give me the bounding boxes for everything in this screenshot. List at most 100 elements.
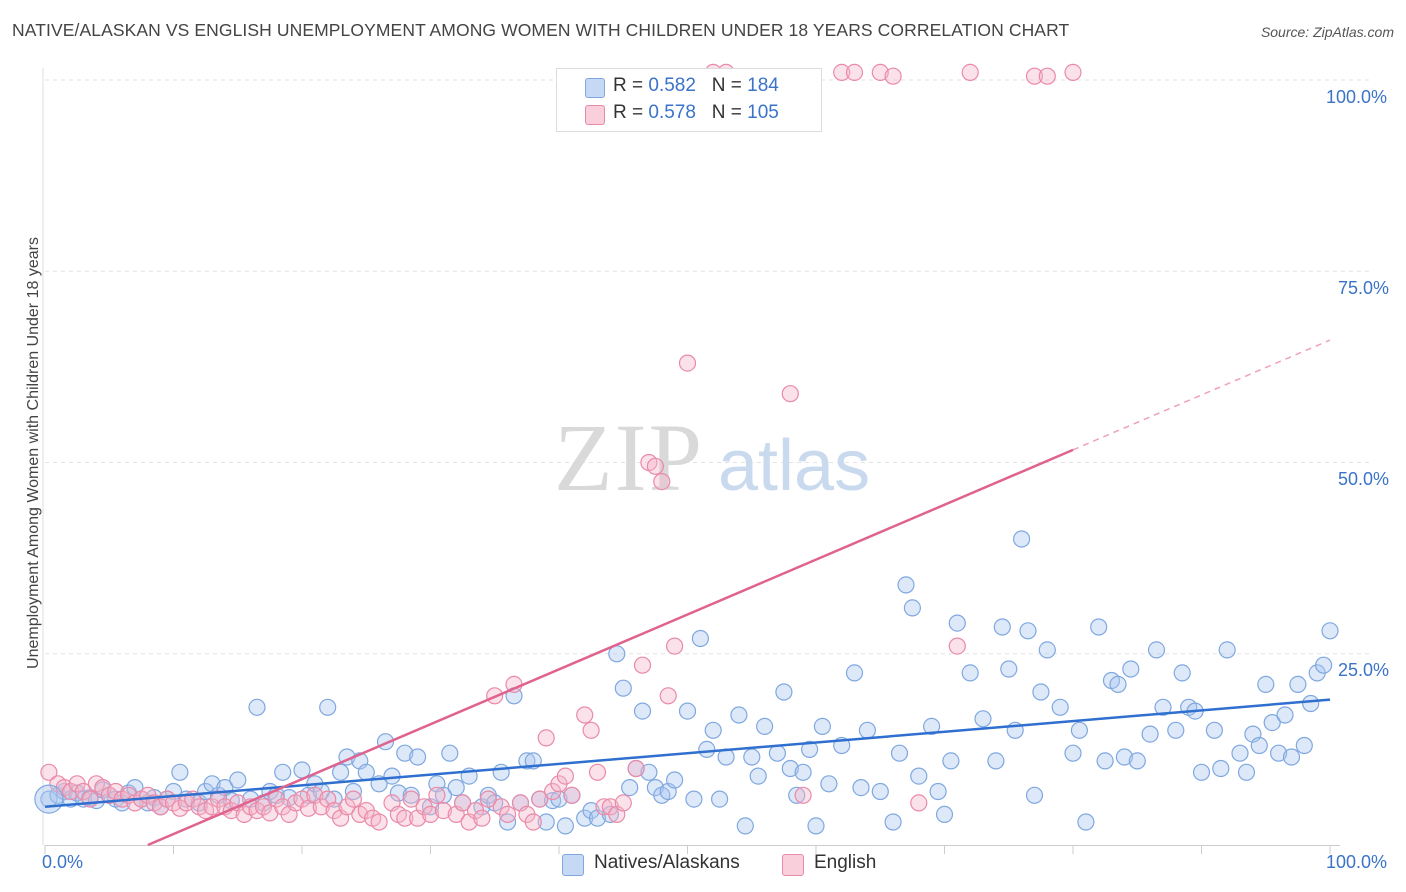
data-point [691,629,710,648]
data-point [1173,664,1191,682]
data-point [556,817,575,835]
data-point [903,599,922,617]
data-point [768,744,787,762]
data-point [1032,683,1050,701]
data-point [499,805,517,824]
data-point [1115,748,1134,766]
data-point [948,637,966,655]
data-point [1167,721,1185,739]
data-point [1263,713,1281,732]
data-point [993,618,1011,636]
data-point [409,748,427,766]
chart-source: Source: ZipAtlas.com [1260,24,1394,40]
legend-r-value: 0.578 [648,102,696,123]
data-point [1205,721,1224,739]
data-point [1064,744,1082,762]
data-point [755,717,774,736]
data-point [441,744,459,762]
data-point [40,763,58,781]
watermark-zip: ZIP [554,404,704,511]
data-point [845,63,864,82]
data-point [961,664,979,682]
data-point [556,767,575,785]
data-point [890,744,909,762]
data-point [524,813,542,831]
data-point [794,763,812,781]
data-point [396,744,414,762]
axes [42,68,1340,854]
data-point [357,763,375,781]
series-natives [40,530,1339,835]
data-point [974,710,992,728]
data-point [775,683,793,701]
data-point [434,801,452,820]
data-point [935,805,954,824]
data-point [807,817,825,835]
data-point [1025,67,1044,85]
legend-n-label: N = [711,75,748,96]
data-point [1250,736,1268,755]
gridlines [45,79,1370,655]
data-point [1096,752,1114,770]
data-point [948,614,966,632]
data-point [749,767,767,785]
data-point [884,67,902,85]
data-point [1090,618,1108,636]
data-point [653,473,671,491]
legend-r-value: 0.582 [648,75,696,96]
data-point [434,786,452,804]
legend-swatch-english [585,105,605,125]
data-point [563,786,581,804]
data-point [537,813,555,831]
data-point [1154,698,1172,716]
legend-n-value: 105 [747,102,779,123]
data-point [781,759,799,778]
data-point [1295,736,1313,755]
data-point [34,784,64,814]
data-point [344,790,362,808]
data-point [402,790,420,808]
data-point [531,790,549,808]
data-point [833,63,851,82]
watermark: ZIP atlas [554,404,870,511]
data-point [1237,763,1256,781]
data-point [614,794,632,812]
series-layer [34,63,1339,835]
data-point [659,687,677,705]
y-axis-label: Unemployment Among Women with Children U… [25,237,42,669]
data-point [633,656,652,674]
data-point [1064,63,1082,82]
data-point [582,721,600,739]
data-point [1109,675,1127,694]
x-tick-label-min: 0.0% [42,852,84,872]
data-point [1141,725,1159,743]
data-point [852,778,870,797]
data-point [479,790,497,808]
data-point [627,759,645,778]
data-point [332,763,350,781]
data-point [1269,744,1288,762]
legend-n-label: N = [711,102,748,123]
data-point [229,771,247,789]
data-point [543,791,562,810]
trend-line-english-extension [1072,339,1331,451]
data-point [845,664,864,682]
data-point [1212,759,1230,778]
data-point [884,813,902,831]
legend-r-label: R = [613,102,649,123]
data-point [1012,530,1031,548]
data-point [473,809,491,827]
legend-swatch-natives [562,854,584,876]
data-point [710,790,729,808]
series-english [40,63,1082,831]
data-point [1038,641,1056,659]
data-point [248,698,266,716]
data-point [1192,763,1211,781]
data-point [871,63,889,82]
data-point [685,790,703,808]
data-point [678,702,697,720]
data-point [1321,622,1339,640]
data-point [736,817,754,835]
data-point [961,63,979,82]
data-point [518,752,536,770]
